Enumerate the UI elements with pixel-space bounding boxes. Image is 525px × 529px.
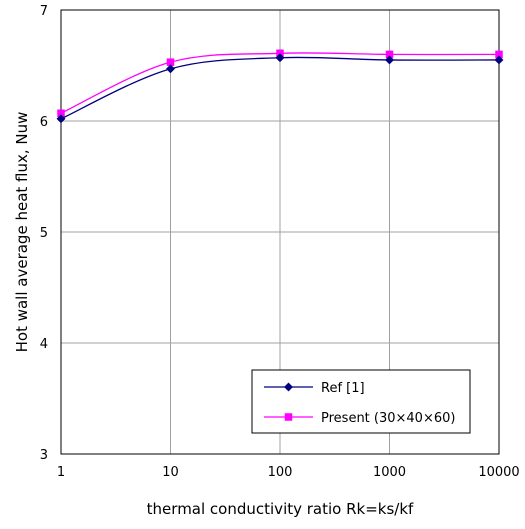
data-point	[494, 55, 504, 65]
x-tick-label: 1	[57, 465, 65, 480]
data-point	[275, 53, 285, 63]
series-0	[56, 53, 504, 124]
legend-entry: Present (30×40×60)	[264, 411, 455, 426]
legend-marker	[284, 413, 293, 421]
plot-area-frame	[60, 9, 500, 455]
legend-box	[251, 369, 471, 434]
legend: Ref [1] Present (30×40×60)	[251, 369, 471, 434]
legend-items: Ref [1] Present (30×40×60)	[264, 381, 455, 426]
x-tick-label: 10	[162, 465, 179, 480]
tick-labels: 1 10 100 1000 10000 3 4 5 6 7	[40, 4, 520, 480]
x-tick-label: 1000	[373, 465, 406, 480]
data-point	[56, 114, 66, 124]
x-tick-label: 10000	[478, 465, 519, 480]
y-tick-label: 7	[40, 4, 48, 19]
y-tick-label: 3	[40, 448, 48, 463]
legend-label: Ref [1]	[321, 381, 365, 396]
legend-entry: Ref [1]	[264, 381, 365, 396]
y-tick-label: 4	[40, 337, 48, 352]
legend-label: Present (30×40×60)	[321, 411, 455, 426]
grid-layer	[61, 10, 499, 454]
series-layer	[56, 49, 504, 124]
y-tick-label: 6	[40, 115, 48, 130]
y-axis-title: Hot wall average heat flux, Nuw	[13, 112, 31, 353]
data-point	[384, 55, 395, 65]
legend-marker	[283, 382, 294, 392]
data-point	[165, 64, 176, 74]
x-tick-label: 100	[268, 465, 293, 480]
y-tick-label: 5	[40, 226, 48, 241]
x-axis-title: thermal conductivity ratio Rk=ks/kf	[147, 500, 414, 518]
